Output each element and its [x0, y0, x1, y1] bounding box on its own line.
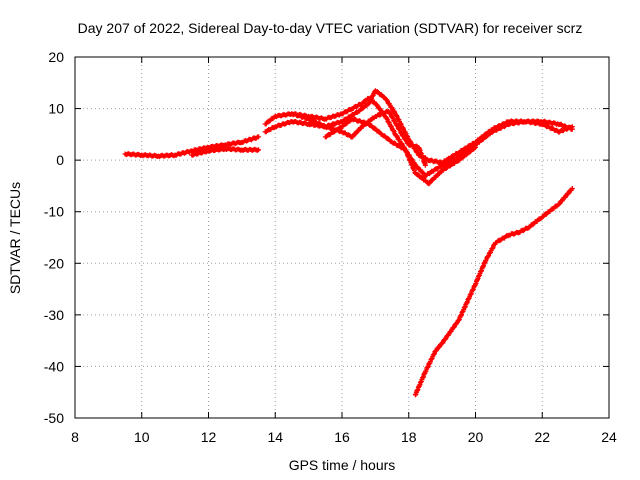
- y-tick-label: -10: [44, 204, 64, 220]
- y-tick-label: 10: [48, 101, 64, 117]
- data-series: [322, 116, 478, 187]
- series-markers: [122, 134, 262, 159]
- x-tick-label: 18: [401, 429, 417, 445]
- x-tick-label: 16: [334, 429, 350, 445]
- y-tick-label: -30: [44, 307, 64, 323]
- data-series: [189, 146, 262, 158]
- y-tick-label: 0: [56, 152, 64, 168]
- y-tick-label: -20: [44, 255, 64, 271]
- series-markers: [189, 146, 262, 158]
- data-series: [262, 88, 575, 166]
- x-tick-label: 10: [134, 429, 150, 445]
- x-tick-label: 20: [468, 429, 484, 445]
- x-tick-label: 24: [601, 429, 617, 445]
- data-series: [122, 134, 262, 159]
- data-layer: [122, 88, 575, 398]
- x-tick-label: 22: [534, 429, 550, 445]
- y-tick-label: -40: [44, 358, 64, 374]
- x-axis-label: GPS time / hours: [289, 457, 396, 473]
- series-markers: [322, 116, 478, 187]
- y-axis-label: SDTVAR / TECUs: [7, 182, 23, 294]
- x-tick-label: 12: [201, 429, 217, 445]
- series-markers: [262, 88, 575, 166]
- x-tick-label: 8: [71, 429, 79, 445]
- y-tick-label: 20: [48, 49, 64, 65]
- chart-title: Day 207 of 2022, Sidereal Day-to-day VTE…: [78, 20, 583, 36]
- y-tick-label: -50: [44, 410, 64, 426]
- data-series: [289, 108, 428, 168]
- tick-layer: 8 10 12 14 16 18 20 22 24 -50 -40 -30 -20 -10 0 10 20: [44, 49, 617, 445]
- series-markers: [412, 186, 575, 398]
- grid-layer: [75, 57, 609, 418]
- x-tick-label: 14: [267, 429, 283, 445]
- data-series: [412, 186, 575, 398]
- series-markers: [289, 108, 428, 168]
